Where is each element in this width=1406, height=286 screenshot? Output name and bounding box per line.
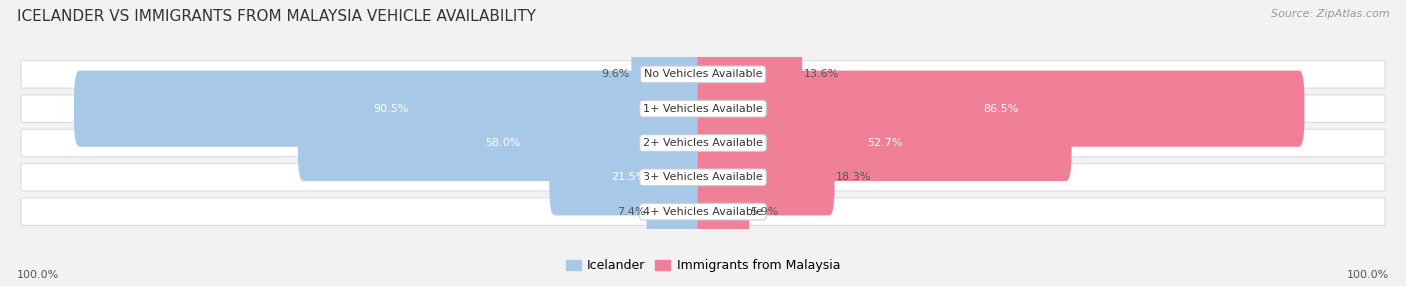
Text: 4+ Vehicles Available: 4+ Vehicles Available bbox=[643, 207, 763, 217]
Text: Source: ZipAtlas.com: Source: ZipAtlas.com bbox=[1271, 9, 1389, 19]
Text: 1+ Vehicles Available: 1+ Vehicles Available bbox=[643, 104, 763, 114]
Text: 7.4%: 7.4% bbox=[617, 207, 645, 217]
FancyBboxPatch shape bbox=[697, 139, 835, 215]
Text: 2+ Vehicles Available: 2+ Vehicles Available bbox=[643, 138, 763, 148]
Text: No Vehicles Available: No Vehicles Available bbox=[644, 69, 762, 79]
Legend: Icelander, Immigrants from Malaysia: Icelander, Immigrants from Malaysia bbox=[561, 255, 845, 277]
Text: 3+ Vehicles Available: 3+ Vehicles Available bbox=[643, 172, 763, 182]
FancyBboxPatch shape bbox=[75, 71, 709, 147]
FancyBboxPatch shape bbox=[631, 36, 709, 112]
Text: 5.9%: 5.9% bbox=[751, 207, 779, 217]
FancyBboxPatch shape bbox=[697, 36, 803, 112]
Text: 13.6%: 13.6% bbox=[804, 69, 839, 79]
FancyBboxPatch shape bbox=[21, 129, 1385, 157]
FancyBboxPatch shape bbox=[21, 61, 1385, 88]
FancyBboxPatch shape bbox=[647, 174, 709, 250]
FancyBboxPatch shape bbox=[697, 71, 1305, 147]
Text: 58.0%: 58.0% bbox=[485, 138, 520, 148]
Text: 90.5%: 90.5% bbox=[374, 104, 409, 114]
Text: 9.6%: 9.6% bbox=[602, 69, 630, 79]
Text: 21.5%: 21.5% bbox=[612, 172, 647, 182]
FancyBboxPatch shape bbox=[21, 95, 1385, 122]
Text: 100.0%: 100.0% bbox=[1347, 270, 1389, 280]
Text: 86.5%: 86.5% bbox=[983, 104, 1019, 114]
FancyBboxPatch shape bbox=[550, 139, 709, 215]
FancyBboxPatch shape bbox=[21, 198, 1385, 225]
FancyBboxPatch shape bbox=[697, 105, 1071, 181]
Text: 100.0%: 100.0% bbox=[17, 270, 59, 280]
FancyBboxPatch shape bbox=[697, 174, 749, 250]
Text: ICELANDER VS IMMIGRANTS FROM MALAYSIA VEHICLE AVAILABILITY: ICELANDER VS IMMIGRANTS FROM MALAYSIA VE… bbox=[17, 9, 536, 23]
FancyBboxPatch shape bbox=[21, 164, 1385, 191]
FancyBboxPatch shape bbox=[298, 105, 709, 181]
Text: 52.7%: 52.7% bbox=[866, 138, 903, 148]
Text: 18.3%: 18.3% bbox=[837, 172, 872, 182]
